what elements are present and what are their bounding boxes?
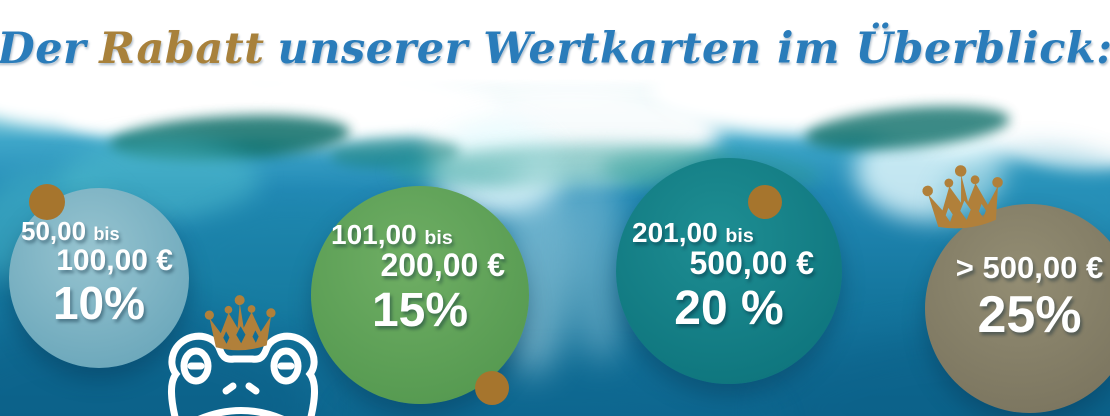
tier-discount: 15% [371, 283, 469, 337]
range-connector: bis [725, 225, 754, 247]
page-title: Der Rabatt unserer Wertkarten im Überbli… [0, 24, 1110, 74]
discount-tier-circle-4: > 500,00 € 25% [925, 204, 1110, 413]
frog-prince-icon [168, 332, 318, 416]
range-connector: bis [424, 227, 453, 249]
tier-discount: 20 % [674, 281, 784, 335]
tier-range-to: 100,00 € [56, 244, 173, 278]
tier-range-to: > 500,00 € [955, 250, 1104, 285]
tier-range-to: 200,00 € [380, 247, 505, 284]
tier-range-from: 50,00 bis [21, 216, 120, 246]
title-prefix: Der [0, 24, 87, 74]
crown-icon [922, 165, 1003, 229]
gold-dot-icon [748, 185, 782, 219]
tier-discount: 10% [52, 276, 146, 329]
tier-range-to: 500,00 € [689, 245, 814, 282]
gold-dot-icon [29, 184, 65, 220]
crown-icon [204, 295, 276, 351]
tier-range-from: 101,00 bis [331, 219, 453, 250]
title-suffix: unserer Wertkarten im Überblick: [277, 24, 1110, 74]
title-highlight: Rabatt [99, 24, 265, 74]
discount-tier-circle-3: 201,00 bis 500,00 € 20 % [616, 158, 842, 384]
range-connector: bis [93, 224, 120, 244]
tier-discount: 25% [977, 285, 1082, 344]
discount-tier-circle-2: 101,00 bis 200,00 € 15% [311, 186, 529, 404]
gold-dot-icon [475, 371, 509, 405]
tier-range-from: 201,00 bis [632, 217, 754, 248]
